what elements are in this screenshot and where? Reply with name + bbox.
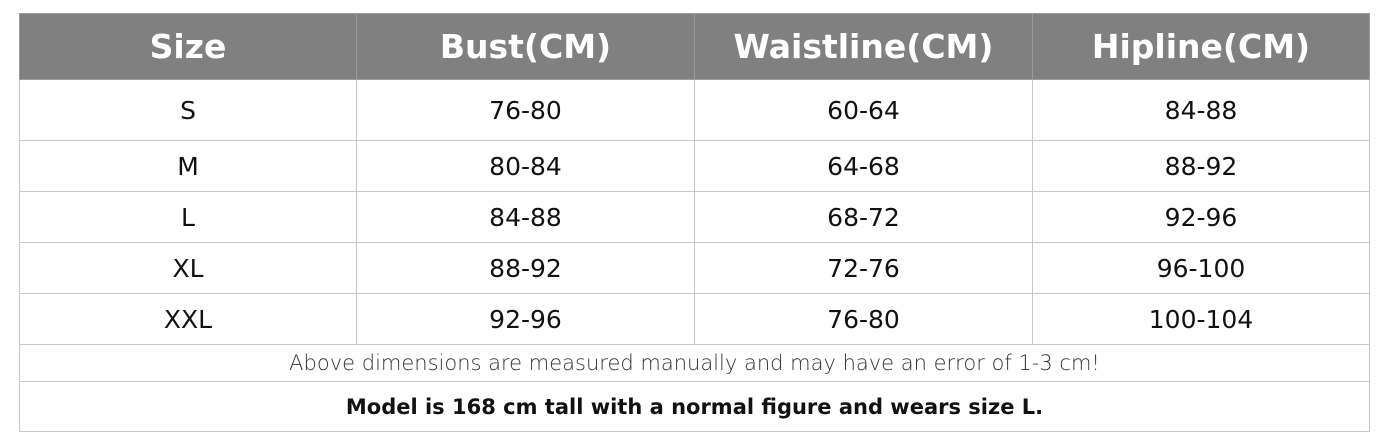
table-cell: 72-76 — [695, 243, 1033, 294]
table-cell: 88-92 — [357, 243, 695, 294]
table-cell: 100-104 — [1033, 294, 1370, 345]
table-cell: 84-88 — [1033, 80, 1370, 141]
table-cell: S — [19, 80, 357, 141]
table-cell: 68-72 — [695, 192, 1033, 243]
table-cell: 64-68 — [695, 141, 1033, 192]
table-cell: L — [19, 192, 357, 243]
header-cell: Hipline(CM) — [1033, 13, 1370, 80]
header-cell: Size — [19, 13, 357, 80]
header-cell: Waistline(CM) — [695, 13, 1033, 80]
table-cell: XXL — [19, 294, 357, 345]
table-cell: 92-96 — [1033, 192, 1370, 243]
table-cell: 88-92 — [1033, 141, 1370, 192]
note-row: Above dimensions are measured manually a… — [19, 345, 1370, 382]
table-cell: M — [19, 141, 357, 192]
table-cell: XL — [19, 243, 357, 294]
table-cell: 96-100 — [1033, 243, 1370, 294]
table-cell: 80-84 — [357, 141, 695, 192]
table-cell: 76-80 — [357, 80, 695, 141]
table-cell: 76-80 — [695, 294, 1033, 345]
table-cell: 60-64 — [695, 80, 1033, 141]
table-cell: 92-96 — [357, 294, 695, 345]
table-cell: 84-88 — [357, 192, 695, 243]
header-cell: Bust(CM) — [357, 13, 695, 80]
model-row: Model is 168 cm tall with a normal figur… — [19, 382, 1370, 432]
